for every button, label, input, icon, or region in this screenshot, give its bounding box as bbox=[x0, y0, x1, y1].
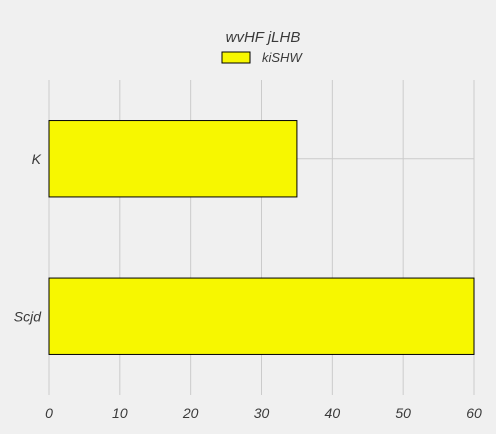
y-tick-label: K bbox=[32, 151, 42, 167]
x-tick-label: 50 bbox=[395, 405, 411, 421]
bar bbox=[48, 120, 298, 198]
x-tick-label: 30 bbox=[254, 405, 270, 421]
x-tick-label: 40 bbox=[325, 405, 341, 421]
x-tick-label: 60 bbox=[466, 405, 482, 421]
legend-swatch bbox=[221, 51, 251, 64]
chart-title: wvHF jLHB bbox=[226, 29, 301, 46]
y-tick-label: Scjd bbox=[14, 308, 42, 324]
x-tick-label: 0 bbox=[45, 405, 53, 421]
legend-label: kiSHW bbox=[262, 50, 303, 65]
x-tick-label: 10 bbox=[112, 405, 128, 421]
tick-layer: 0 10 20 30 40 50 60 K Scjd bbox=[14, 151, 482, 421]
bar bbox=[48, 277, 475, 355]
bar-layer bbox=[48, 120, 475, 355]
x-tick-label: 20 bbox=[182, 405, 199, 421]
legend: kiSHW bbox=[221, 50, 303, 65]
